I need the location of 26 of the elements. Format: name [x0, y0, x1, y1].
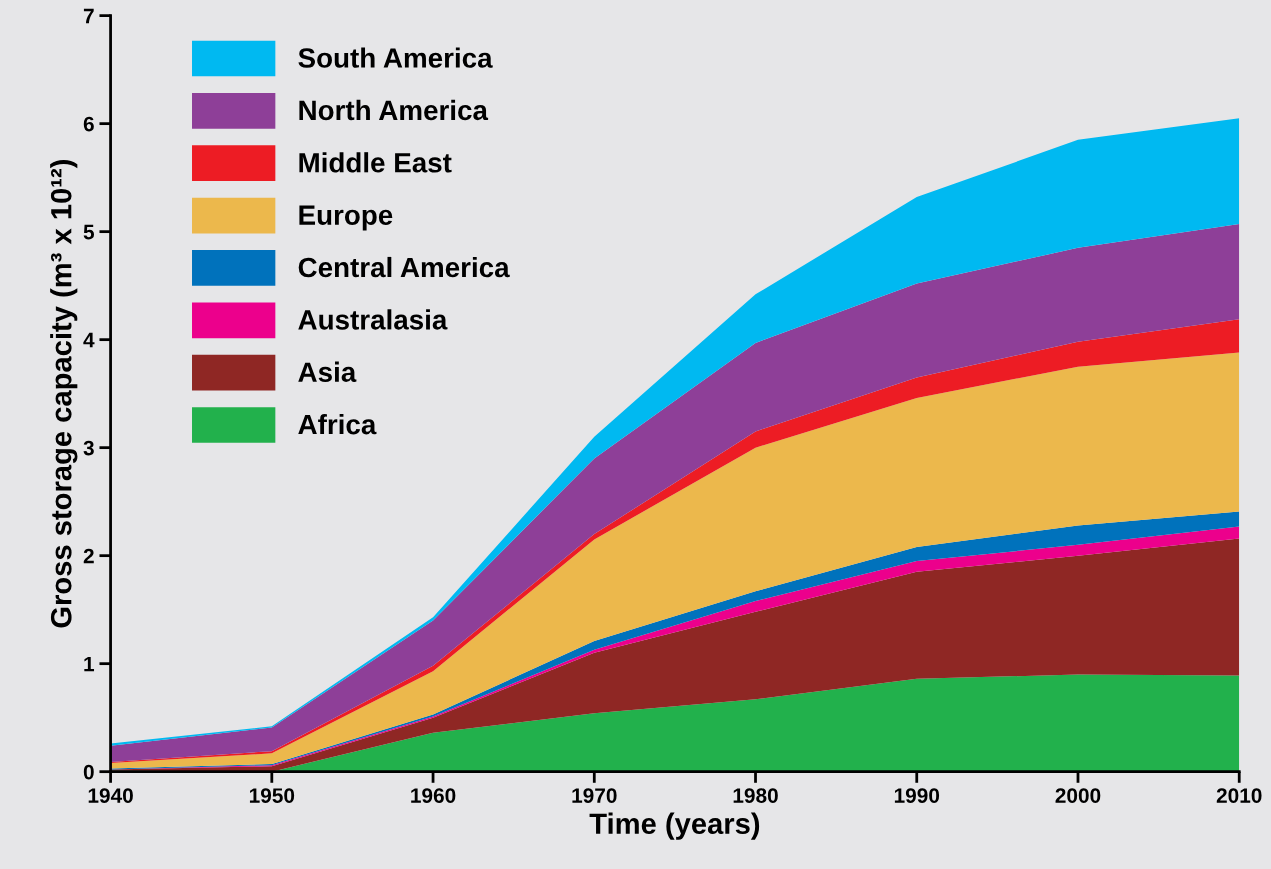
x-tick-label: 1940 [88, 788, 133, 803]
y-tick-label: 7 [83, 8, 94, 24]
x-tick-label: 1950 [249, 788, 295, 803]
x-axis-title: Time (years) [589, 812, 760, 840]
legend-label: Asia [298, 361, 357, 383]
y-tick-label: 3 [83, 440, 94, 456]
x-tick-label: 1970 [572, 788, 617, 803]
y-tick-label: 1 [84, 656, 95, 672]
y-tick-label: 4 [83, 332, 95, 348]
y-tick-label: 6 [83, 116, 94, 132]
x-tick-label: 1990 [894, 788, 940, 803]
y-axis-title: Gross storage capacity (m³ x 10¹²) [50, 160, 78, 628]
x-tick-label: 2010 [1216, 788, 1262, 803]
legend-label: Africa [298, 413, 377, 435]
legend-label: South America [298, 47, 493, 68]
legend-label: Europe [299, 205, 393, 231]
x-tick-label: 1960 [411, 788, 456, 803]
y-tick-label: 0 [83, 764, 94, 780]
y-tick-label: 2 [83, 548, 94, 564]
legend-label: North America [299, 99, 489, 121]
y-tick-label: 5 [83, 224, 95, 240]
legend-label: Australasia [298, 309, 448, 330]
x-tick-label: 1980 [733, 788, 778, 803]
legend-label: Middle East [299, 152, 452, 173]
legend-label: Central America [298, 256, 510, 278]
x-tick-label: 2000 [1055, 788, 1101, 803]
